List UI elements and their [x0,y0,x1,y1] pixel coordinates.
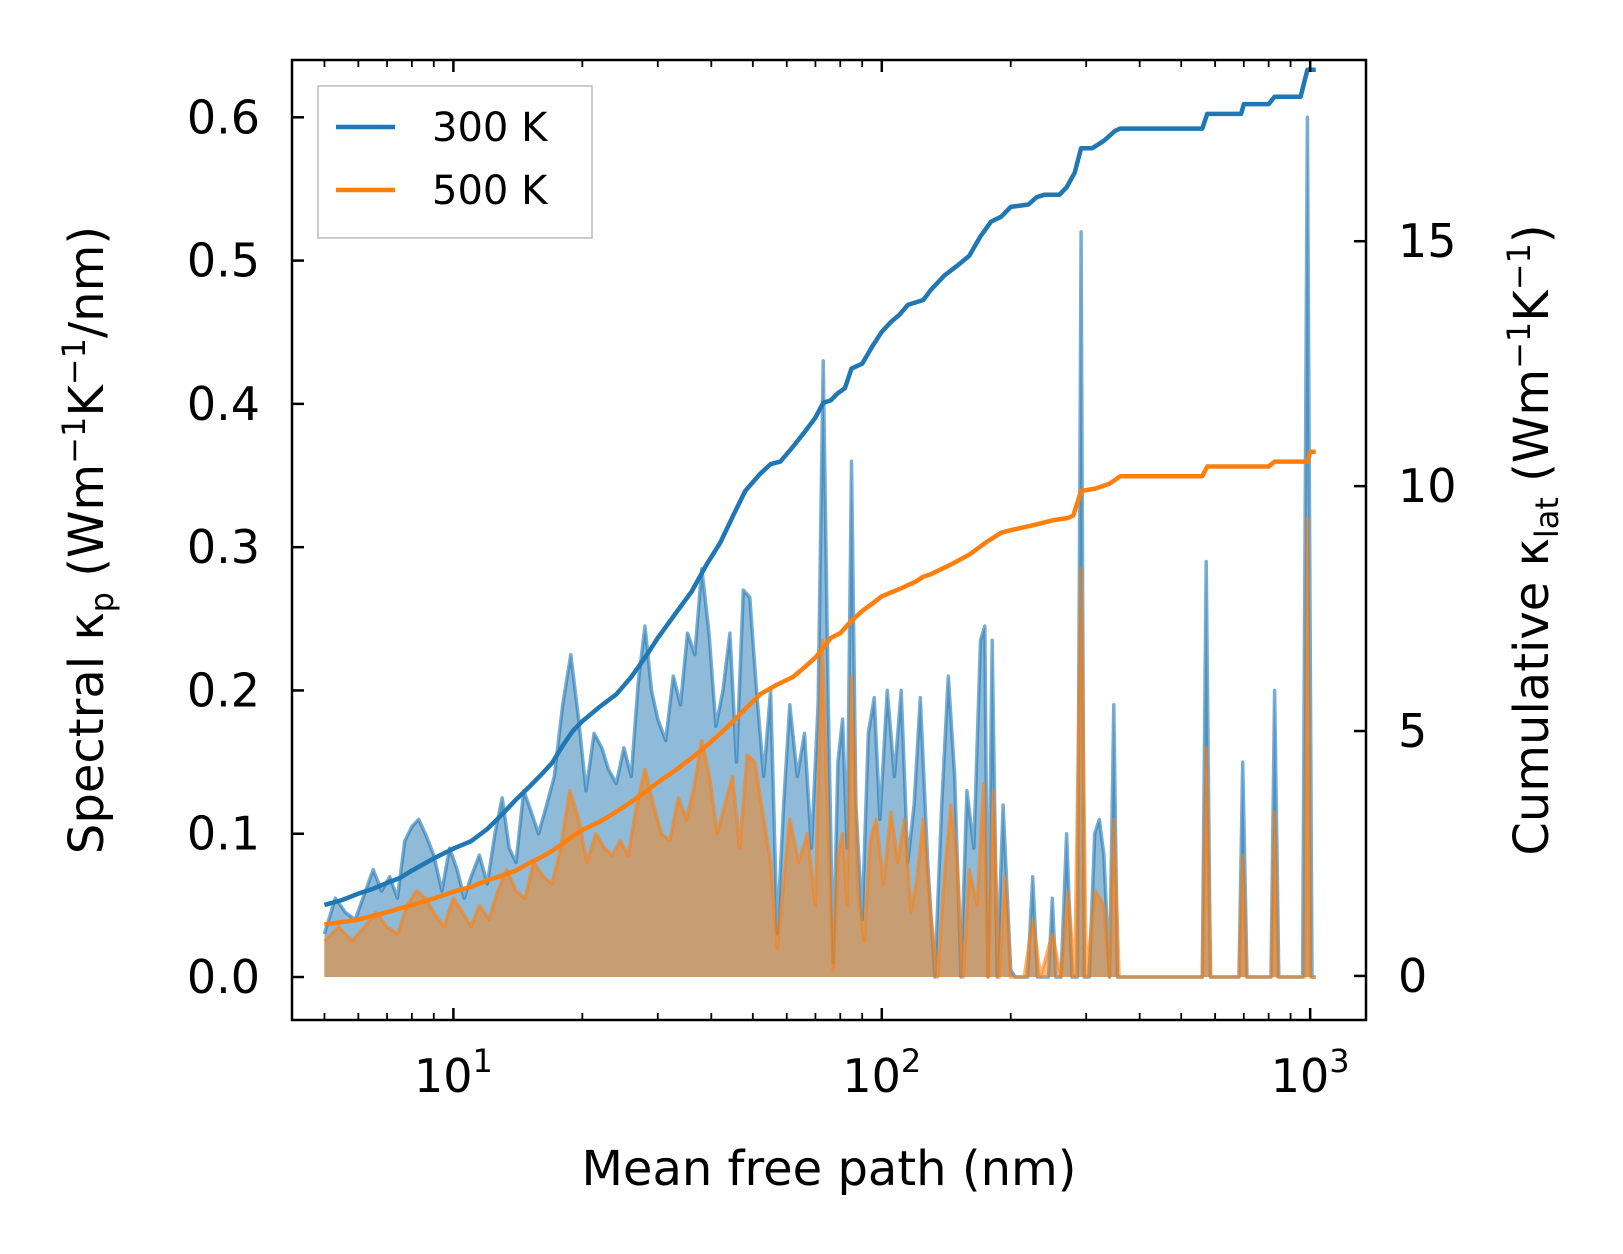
legend: 300 K 500 K [317,85,593,239]
x-tick-exponent: 3 [1329,1042,1349,1080]
y-right-label-part: K [1504,289,1560,322]
y-right-tick-label: 10 [1398,459,1457,513]
x-tick-base: 10 [414,1049,473,1103]
y-left-label-part: (Wm [59,464,115,592]
x-tick-base: 10 [842,1049,901,1103]
500-k-cumulative-line [324,449,1316,927]
300-k-spectral-area [324,117,1316,978]
series-layer [322,67,1316,979]
y-left-label-superscript: −1 [55,338,93,385]
y-left-tick-label: 0.1 [187,807,260,861]
y-left-tick-label: 0.2 [187,663,260,717]
legend-box [317,85,593,239]
y-right-tick-label: 5 [1398,704,1427,758]
x-tick-label: 101 [414,1042,493,1103]
y-left-tick-label: 0.6 [187,90,260,144]
legend-label-500k: 500 K [432,168,549,214]
y-right-label-part: ) [1504,224,1560,243]
y-left-label-part: Spectral κ [59,612,115,854]
y-left-label-superscript: −1 [55,417,93,464]
500-k-spectral-line [323,516,1316,979]
legend-label-300k: 300 K [432,105,549,151]
y-left-label-part: K [59,384,115,417]
y-axis-right-label: Cumulative κlat (Wm−1K−1) [1500,224,1566,855]
x-tick-base: 10 [1271,1049,1330,1103]
y-left-tick-label: 0.4 [187,377,260,431]
y-left-label-part: /nm) [59,226,115,338]
300-k-cumulative-line [323,67,1316,908]
y-right-tick-label: 0 [1398,949,1427,1003]
y-right-label-part: (Wm [1504,369,1560,497]
x-tick-exponent: 1 [472,1042,492,1080]
y-right-label-superscript: −1 [1500,322,1538,369]
x-axis-label: Mean free path (nm) [582,1141,1077,1197]
x-tick-label: 103 [1271,1042,1350,1103]
y-left-label-subscript: p [83,592,121,612]
y-axis-left-label: Spectral κp (Wm−1K−1/nm) [55,226,121,854]
y-left-tick-label: 0.3 [187,520,260,574]
y-right-label-subscript: lat [1528,497,1566,538]
y-right-label-superscript: −1 [1500,243,1538,290]
y-left-tick-label: 0.5 [187,234,260,288]
y-left-tick-label: 0.0 [187,950,260,1004]
y-right-label-part: Cumulative κ [1504,538,1560,856]
x-tick-exponent: 2 [901,1042,921,1080]
x-tick-label: 102 [842,1042,921,1103]
y-right-tick-label: 15 [1398,214,1457,268]
plot-frame [290,58,1368,1022]
